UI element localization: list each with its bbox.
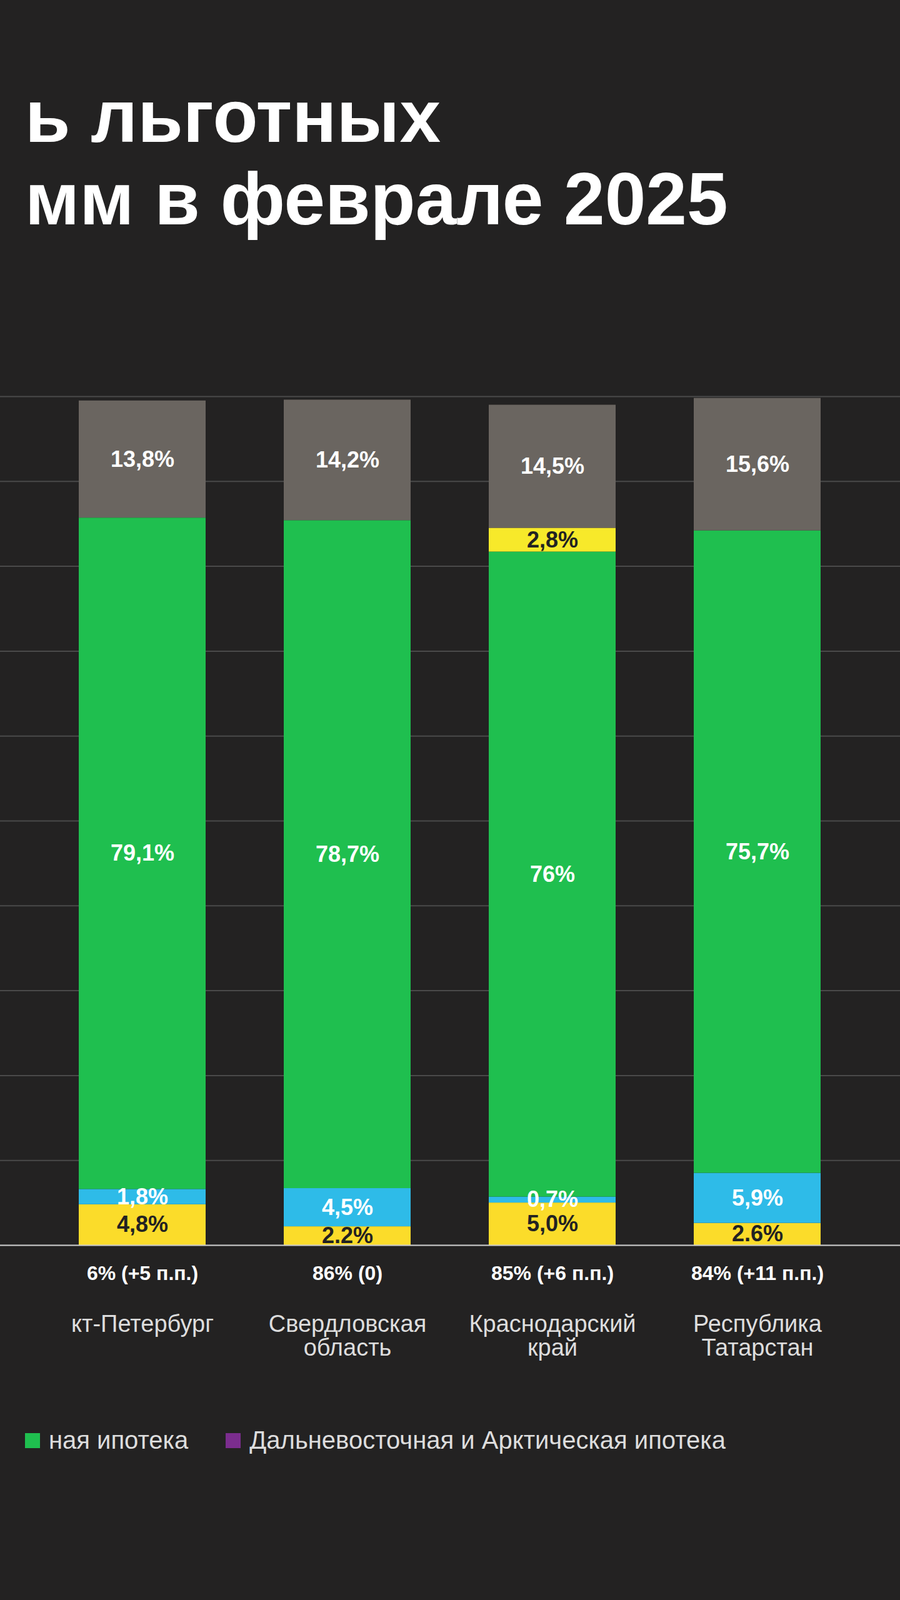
html-text:мм в феврале 2025: мм в феврале 2025 (25, 157, 728, 240)
svg-text:76%: 76% (530, 861, 575, 887)
svg-text:2,8%: 2,8% (526, 526, 579, 553)
svg-text:кт-Петербург: кт-Петербург (71, 1310, 214, 1337)
svg-text:6% (+5 п.п.): 6% (+5 п.п.) (86, 1261, 199, 1285)
svg-text:0,7%: 0,7% (526, 1186, 579, 1212)
svg-text:75,7%: 75,7% (725, 838, 790, 865)
html-text:Дальневосточная и Арктическая: Дальневосточная и Арктическая ипотека (249, 1426, 726, 1454)
svg-text:86% (0): 86% (0) (312, 1261, 383, 1285)
svg-text:13,8%: 13,8% (110, 446, 175, 472)
svg-text:14,2%: 14,2% (315, 446, 380, 473)
svg-text:4,5%: 4,5% (321, 1194, 374, 1220)
svg-text:85% (+6 п.п.): 85% (+6 п.п.) (491, 1261, 614, 1285)
svg-text:5,0%: 5,0% (526, 1210, 579, 1237)
svg-text:2.2%: 2.2% (321, 1222, 374, 1249)
svg-text:Свердловскаяобласть: Свердловскаяобласть (268, 1310, 427, 1361)
svg-text:1,8%: 1,8% (116, 1183, 169, 1210)
svg-text:14,5%: 14,5% (520, 453, 585, 479)
svg-text:4,8%: 4,8% (116, 1211, 169, 1237)
svg-text:84% (+11 п.п.): 84% (+11 п.п.) (691, 1261, 824, 1285)
svg-text:РеспубликаТатарстан: РеспубликаТатарстан (693, 1310, 823, 1361)
svg-text:2.6%: 2.6% (731, 1220, 784, 1247)
svg-text:5,9%: 5,9% (731, 1185, 784, 1211)
svg-text:Краснодарскийкрай: Краснодарскийкрай (468, 1310, 636, 1361)
html-text:ь льготных: ь льготных (25, 75, 441, 158)
svg-text:78,7%: 78,7% (315, 841, 380, 867)
svg-text:15,6%: 15,6% (725, 451, 790, 477)
svg-text:79,1%: 79,1% (110, 840, 175, 866)
html-text:ная ипотека: ная ипотека (48, 1426, 189, 1454)
